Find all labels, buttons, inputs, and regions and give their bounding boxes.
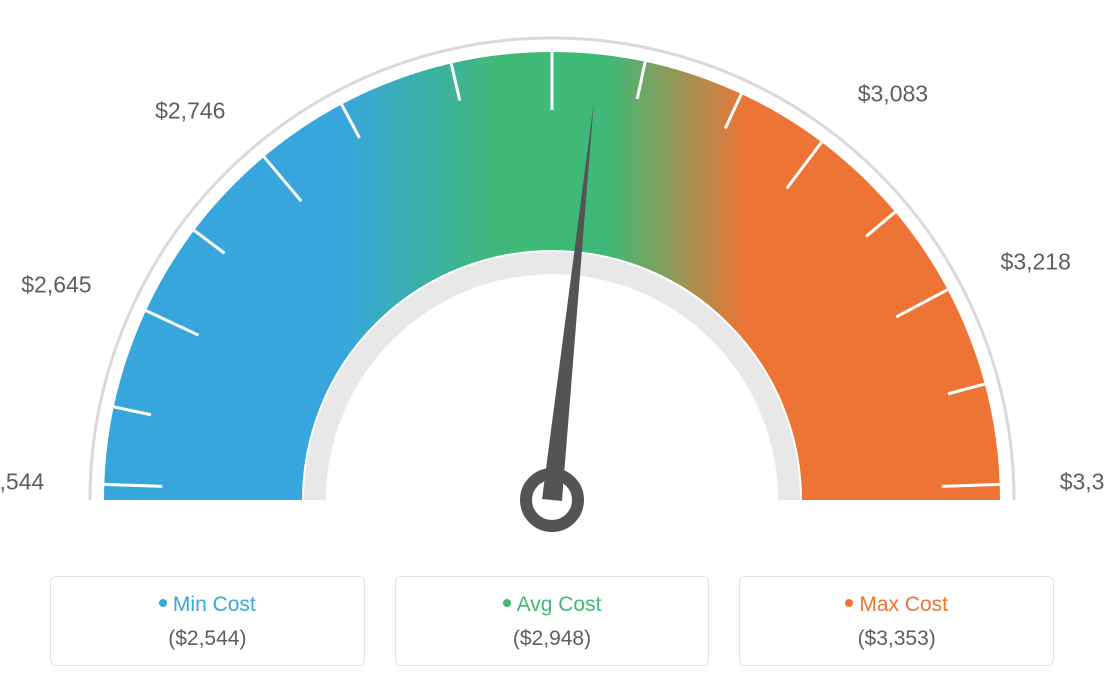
legend-value-min: ($2,544) xyxy=(61,627,354,651)
tick-label: $3,353 xyxy=(1060,469,1104,496)
tick-label: $2,544 xyxy=(0,469,44,496)
legend-title-text-min: Min Cost xyxy=(173,593,256,616)
cost-gauge-chart: $2,544$2,645$2,746$2,948$3,083$3,218$3,3… xyxy=(0,0,1104,690)
gauge-area: $2,544$2,645$2,746$2,948$3,083$3,218$3,3… xyxy=(0,0,1104,540)
legend-title-avg: Avg Cost xyxy=(406,593,699,617)
dot-icon-avg xyxy=(503,599,511,607)
tick-label: $3,218 xyxy=(1001,248,1071,275)
tick-label: $3,083 xyxy=(858,81,928,108)
major-tick xyxy=(942,484,1000,486)
legend-row: Min Cost ($2,544) Avg Cost ($2,948) Max … xyxy=(50,576,1054,666)
gauge-svg xyxy=(0,0,1104,540)
legend-value-max: ($3,353) xyxy=(750,627,1043,651)
legend-title-text-max: Max Cost xyxy=(859,593,948,616)
tick-label: $2,746 xyxy=(155,97,225,124)
legend-card-avg: Avg Cost ($2,948) xyxy=(395,576,710,666)
major-tick xyxy=(104,484,162,486)
legend-title-text-avg: Avg Cost xyxy=(517,593,602,616)
legend-card-max: Max Cost ($3,353) xyxy=(739,576,1054,666)
legend-title-max: Max Cost xyxy=(750,593,1043,617)
legend-title-min: Min Cost xyxy=(61,593,354,617)
legend-value-avg: ($2,948) xyxy=(406,627,699,651)
dot-icon-min xyxy=(159,599,167,607)
tick-label: $2,645 xyxy=(21,272,91,299)
dot-icon-max xyxy=(845,599,853,607)
legend-card-min: Min Cost ($2,544) xyxy=(50,576,365,666)
